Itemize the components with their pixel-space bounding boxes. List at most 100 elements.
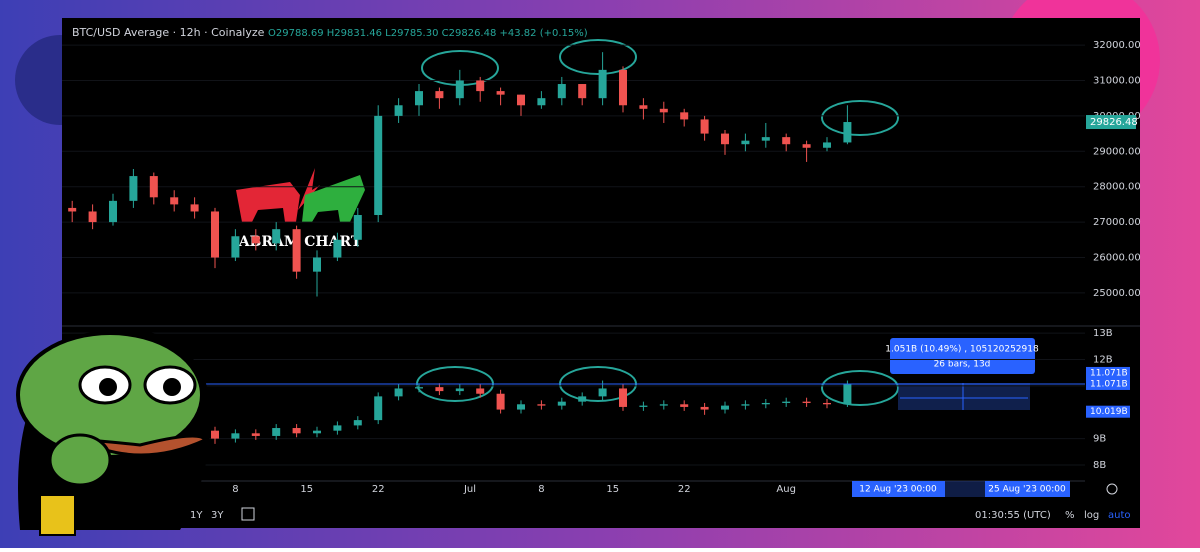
price-label-box (1086, 377, 1130, 390)
candle-body (782, 137, 791, 145)
candle-body (109, 200, 117, 223)
candle-body (353, 215, 362, 240)
crosshair-start: 12 Aug '23 00:00 (859, 485, 937, 495)
candle-body (211, 430, 219, 439)
y-tick-label: 32000.00 (1093, 40, 1141, 51)
candle-body (272, 428, 281, 436)
candle-body (843, 122, 852, 143)
candle-body (721, 133, 729, 145)
candle-body (700, 406, 709, 410)
candle-body (823, 402, 831, 405)
candle-body (619, 388, 627, 407)
price-label-box (1086, 405, 1130, 418)
candle-body (415, 387, 423, 389)
candle-body (721, 405, 729, 410)
candle-body (496, 91, 505, 95)
candle-body (823, 142, 831, 148)
last-price: 29826.48 (1090, 117, 1138, 128)
candle-body (517, 404, 525, 410)
candle-body (517, 94, 525, 106)
candle-body (374, 396, 383, 421)
crosshair-end-box (985, 481, 1070, 497)
ohlc: O29788.69 H29831.46 L29785.30 C29826.48 … (268, 28, 588, 39)
crosshair-end: 25 Aug '23 00:00 (988, 485, 1066, 495)
logo (236, 168, 365, 222)
candle-body (394, 388, 403, 397)
measure-line2: 26 bars, 13d (934, 360, 991, 370)
candle-body (149, 176, 158, 198)
range-1y[interactable]: 1Y (190, 510, 203, 521)
y-tick-label: 31000.00 (1093, 75, 1141, 86)
candle-body (578, 396, 587, 402)
y-tick-label: 27000.00 (1093, 217, 1141, 228)
range-3y[interactable]: 3Y (211, 510, 224, 521)
chart-panel (62, 18, 1140, 528)
measure-line1: 1.051B (10.49%) , 105120252918 (885, 345, 1039, 355)
candle-body (476, 80, 485, 92)
x-tick-label: 15 (300, 484, 313, 495)
candle-body (537, 404, 546, 406)
candle-body (639, 105, 648, 109)
calendar-icon[interactable] (241, 507, 255, 521)
candle-body (802, 144, 811, 148)
candle-body (313, 257, 321, 272)
candle-body (415, 91, 423, 106)
price-label: 10.019B (1090, 407, 1128, 417)
candle-body (333, 425, 342, 431)
settings-icon[interactable] (1106, 483, 1118, 495)
candle-body (190, 204, 199, 212)
candle-body (680, 404, 689, 407)
crosshair-start-box (852, 481, 945, 497)
candle-body (394, 105, 403, 116)
price-label-box (1086, 366, 1130, 379)
candle-body (68, 207, 77, 212)
symbol: BTC/USD Average · 12h · Coinalyze (72, 26, 265, 39)
x-tick-label: Jul (463, 484, 476, 495)
y-tick-label: 29000.00 (1093, 146, 1141, 157)
percent-toggle[interactable]: % (1065, 510, 1075, 521)
candle-body (741, 404, 750, 406)
meme-frog (16, 328, 211, 536)
candle-body (435, 91, 444, 99)
candle-body (211, 211, 219, 258)
price-label: 11.071B (1090, 368, 1128, 378)
candle-body (455, 388, 464, 392)
annotations (416, 39, 899, 406)
measure-tooltip (890, 338, 1035, 374)
candle-body (659, 404, 668, 406)
y-tick-label: 26000.00 (1093, 252, 1141, 263)
candle-body (761, 137, 770, 141)
candle-body (292, 229, 301, 272)
y-tick-label: 9B (1093, 434, 1106, 445)
clock: 01:30:55 (UTC) (975, 510, 1051, 521)
candle-body (700, 119, 709, 134)
candle-body (272, 229, 281, 244)
candle-body (639, 405, 648, 407)
x-tick-label: 22 (678, 484, 691, 495)
candle-body (598, 69, 607, 99)
candle-body (802, 401, 811, 403)
x-tick-label: 15 (606, 484, 619, 495)
x-tick-label: 8 (232, 484, 238, 495)
x-tick-label: Aug (776, 484, 796, 495)
log-toggle[interactable]: log (1084, 510, 1099, 521)
candle-body (782, 401, 791, 403)
candle-body (333, 239, 342, 258)
candle-body (231, 236, 240, 258)
candle-body (557, 84, 566, 99)
candle-body (476, 388, 485, 394)
candle-body (251, 236, 260, 244)
y-tick-label: 13B (1093, 328, 1113, 339)
auto-toggle[interactable]: auto (1108, 510, 1131, 521)
candle-body (374, 115, 383, 216)
y-tick-label: 25000.00 (1093, 288, 1141, 299)
measure-area (898, 383, 1030, 410)
candle-body (496, 393, 505, 410)
candle-body (435, 387, 444, 392)
candle-body (455, 80, 464, 99)
y-tick-label: 28000.00 (1093, 182, 1141, 193)
candle-body (88, 211, 97, 223)
candle-body (578, 84, 587, 99)
candle-body (292, 428, 301, 434)
